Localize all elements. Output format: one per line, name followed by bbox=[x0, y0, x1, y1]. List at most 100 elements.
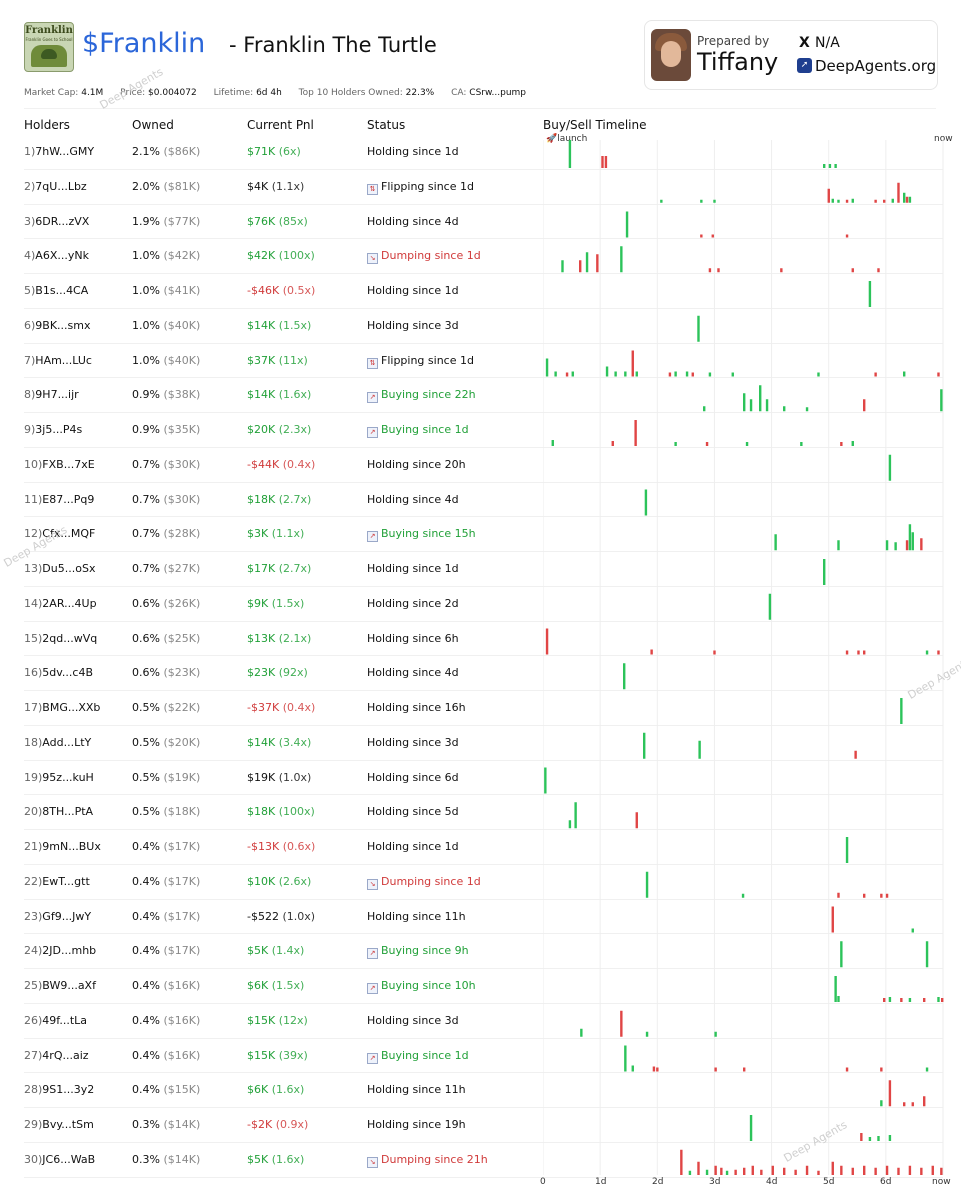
table-row[interactable]: 27)4rQ...aiz 0.4% ($16K) $15K (39x) ↗ Buying… bbox=[24, 1039, 543, 1073]
table-row[interactable]: 2)7qU...Lbz 2.0% ($81K) $4K (1.1x) ⇅ Flippin… bbox=[24, 170, 543, 204]
holder-cell[interactable]: 26)49f...tLa bbox=[24, 1014, 87, 1027]
holder-cell[interactable]: 2)7qU...Lbz bbox=[24, 180, 87, 193]
holder-cell[interactable]: 1)7hW...GMY bbox=[24, 145, 94, 158]
holder-cell[interactable]: 21)9mN...BUx bbox=[24, 840, 101, 853]
table-row[interactable]: 25)BW9...aXf 0.4% ($16K) $6K (1.5x) ↗ Buying… bbox=[24, 969, 543, 1003]
table-row[interactable]: 14)2AR...4Up 0.6% ($26K) $9K (1.5x) Holding… bbox=[24, 587, 543, 621]
table-row[interactable]: 5)B1s...4CA 1.0% ($41K) -$46K (0.5x) Holdin… bbox=[24, 274, 543, 308]
holder-cell[interactable]: 27)4rQ...aiz bbox=[24, 1049, 89, 1062]
holder-cell[interactable]: 29)Bvy...tSm bbox=[24, 1118, 94, 1131]
holder-rank: 27) bbox=[24, 1048, 43, 1062]
table-row[interactable]: 12)Cfx...MQF 0.7% ($28K) $3K (1.1x) ↗ Buying… bbox=[24, 517, 543, 551]
holder-address[interactable]: 9mN...BUx bbox=[42, 840, 101, 853]
holder-address[interactable]: Bvy...tSm bbox=[42, 1118, 94, 1131]
holder-address[interactable]: JC6...WaB bbox=[42, 1152, 96, 1166]
holder-cell[interactable]: 6)9BK...smx bbox=[24, 319, 91, 332]
ca-value[interactable]: CSrw...pump bbox=[469, 88, 527, 98]
holder-address[interactable]: Du5...oSx bbox=[42, 562, 96, 575]
holder-address[interactable]: E87...Pq9 bbox=[42, 492, 95, 506]
holder-address[interactable]: 7qU...Lbz bbox=[35, 179, 87, 193]
holder-cell[interactable]: 18)Add...LtY bbox=[24, 736, 91, 749]
holder-address[interactable]: BMG...XXb bbox=[42, 701, 101, 714]
buy-bar bbox=[585, 252, 589, 273]
x-handle[interactable]: N/A bbox=[815, 35, 840, 51]
table-row[interactable]: 21)9mN...BUx 0.4% ($17K) -$13K (0.6x) Holdi… bbox=[24, 830, 543, 864]
holder-address[interactable]: 9H7...ijr bbox=[35, 388, 79, 402]
holder-address[interactable]: 4rQ...aiz bbox=[42, 1048, 89, 1062]
table-row[interactable]: 19)95z...kuH 0.5% ($19K) $19K (1.0x) Holdin… bbox=[24, 761, 543, 795]
holder-cell[interactable]: 15)2qd...wVq bbox=[24, 632, 97, 645]
holder-address[interactable]: FXB...7xE bbox=[42, 457, 95, 471]
pnl-cell: $19K (1.0x) bbox=[247, 771, 311, 784]
holder-cell[interactable]: 3)6DR...zVX bbox=[24, 215, 89, 228]
holder-address[interactable]: A6X...yNk bbox=[35, 249, 89, 263]
holder-address[interactable]: Gf9...JwY bbox=[42, 909, 92, 923]
holder-cell[interactable]: 24)2JD...mhb bbox=[24, 944, 96, 957]
status-cell: Holding since 5d bbox=[367, 805, 459, 818]
holder-address[interactable]: 9S1...3y2 bbox=[42, 1083, 95, 1097]
holder-address[interactable]: 7hW...GMY bbox=[35, 145, 95, 158]
table-row[interactable]: 15)2qd...wVq 0.6% ($25K) $13K (2.1x) Holdin… bbox=[24, 622, 543, 656]
holder-cell[interactable]: 5)B1s...4CA bbox=[24, 284, 88, 297]
table-row[interactable]: 24)2JD...mhb 0.4% ($17K) $5K (1.4x) ↗ Buying… bbox=[24, 934, 543, 968]
table-row[interactable]: 1)7hW...GMY 2.1% ($86K) $71K (6x) Holding s… bbox=[24, 135, 543, 169]
holder-address[interactable]: 8TH...PtA bbox=[42, 805, 94, 819]
holder-cell[interactable]: 11)E87...Pq9 bbox=[24, 493, 94, 506]
holder-cell[interactable]: 19)95z...kuH bbox=[24, 771, 94, 784]
holder-cell[interactable]: 16)5dv...c4B bbox=[24, 666, 93, 679]
table-row[interactable]: 20)8TH...PtA 0.5% ($18K) $18K (100x) Holdin… bbox=[24, 795, 543, 829]
table-row[interactable]: 13)Du5...oSx 0.7% ($27K) $17K (2.7x) Holdin… bbox=[24, 552, 543, 586]
table-row[interactable]: 23)Gf9...JwY 0.4% ($17K) -$522 (1.0x) Holdi… bbox=[24, 900, 543, 934]
table-row[interactable]: 11)E87...Pq9 0.7% ($30K) $18K (2.7x) Holdin… bbox=[24, 483, 543, 517]
holder-cell[interactable]: 20)8TH...PtA bbox=[24, 805, 93, 818]
table-row[interactable]: 10)FXB...7xE 0.7% ($30K) -$44K (0.4x) Holdi… bbox=[24, 448, 543, 482]
holder-cell[interactable]: 12)Cfx...MQF bbox=[24, 527, 95, 540]
holder-cell[interactable]: 10)FXB...7xE bbox=[24, 458, 95, 471]
holder-address[interactable]: 3j5...P4s bbox=[35, 423, 83, 436]
holder-cell[interactable]: 13)Du5...oSx bbox=[24, 562, 95, 575]
holder-address[interactable]: 5dv...c4B bbox=[42, 666, 94, 680]
holder-address[interactable]: 9BK...smx bbox=[35, 318, 91, 332]
table-row[interactable]: 17)BMG...XXb 0.5% ($22K) -$37K (0.4x) Holdi… bbox=[24, 691, 543, 725]
holder-cell[interactable]: 17)BMG...XXb bbox=[24, 701, 100, 714]
buy-bar bbox=[551, 440, 554, 446]
holder-cell[interactable]: 8)9H7...ijr bbox=[24, 388, 79, 401]
table-row[interactable]: 26)49f...tLa 0.4% ($16K) $15K (12x) Holding… bbox=[24, 1004, 543, 1038]
table-row[interactable]: 18)Add...LtY 0.5% ($20K) $14K (3.4x) Holdin… bbox=[24, 726, 543, 760]
table-row[interactable]: 22)EwT...gtt 0.4% ($17K) $10K (2.6x) ↘ Dumpi… bbox=[24, 865, 543, 899]
holder-cell[interactable]: 4)A6X...yNk bbox=[24, 249, 89, 262]
deepagents-link[interactable]: DeepAgents.org bbox=[815, 57, 937, 75]
table-row[interactable]: 3)6DR...zVX 1.9% ($77K) $76K (85x) Holding … bbox=[24, 205, 543, 239]
holder-address[interactable]: 6DR...zVX bbox=[35, 214, 90, 228]
table-row[interactable]: 4)A6X...yNk 1.0% ($42K) $42K (100x) ↘ Dumpin… bbox=[24, 239, 543, 273]
holder-address[interactable]: 2JD...mhb bbox=[42, 944, 97, 958]
holder-cell[interactable]: 7)HAm...LUc bbox=[24, 354, 92, 367]
table-row[interactable]: 29)Bvy...tSm 0.3% ($14K) -$2K (0.9x) Holdin… bbox=[24, 1108, 543, 1142]
holder-cell[interactable]: 28)9S1...3y2 bbox=[24, 1083, 94, 1096]
holder-address[interactable]: B1s...4CA bbox=[35, 284, 89, 297]
holder-cell[interactable]: 9)3j5...P4s bbox=[24, 423, 82, 436]
holder-address[interactable]: BW9...aXf bbox=[42, 979, 96, 992]
holder-cell[interactable]: 22)EwT...gtt bbox=[24, 875, 90, 888]
table-row[interactable]: 7)HAm...LUc 1.0% ($40K) $37K (11x) ⇅ Flippin… bbox=[24, 344, 543, 378]
holder-address[interactable]: Add...LtY bbox=[42, 735, 92, 749]
sell-bar bbox=[650, 649, 653, 655]
holder-cell[interactable]: 25)BW9...aXf bbox=[24, 979, 96, 992]
table-row[interactable]: 8)9H7...ijr 0.9% ($38K) $14K (1.6x) ↗ Buying… bbox=[24, 378, 543, 412]
holder-address[interactable]: 2qd...wVq bbox=[42, 631, 98, 645]
holder-address[interactable]: 2AR...4Up bbox=[42, 596, 97, 610]
table-row[interactable]: 28)9S1...3y2 0.4% ($15K) $6K (1.6x) Holding… bbox=[24, 1073, 543, 1107]
holder-address[interactable]: 95z...kuH bbox=[42, 770, 94, 784]
holder-cell[interactable]: 14)2AR...4Up bbox=[24, 597, 97, 610]
holder-cell[interactable]: 23)Gf9...JwY bbox=[24, 910, 91, 923]
holder-address[interactable]: HAm...LUc bbox=[35, 353, 92, 367]
holder-cell[interactable]: 30)JC6...WaB bbox=[24, 1153, 95, 1166]
table-row[interactable]: 16)5dv...c4B 0.6% ($23K) $23K (92x) Holding… bbox=[24, 656, 543, 690]
table-row[interactable]: 30)JC6...WaB 0.3% ($14K) $5K (1.6x) ↘ Dumpin… bbox=[24, 1143, 543, 1177]
table-row[interactable]: 6)9BK...smx 1.0% ($40K) $14K (1.5x) Holding… bbox=[24, 309, 543, 343]
holder-address[interactable]: Cfx...MQF bbox=[42, 527, 96, 541]
sell-bar bbox=[840, 1165, 843, 1175]
table-row[interactable]: 9)3j5...P4s 0.9% ($35K) $20K (2.3x) ↗ Buying… bbox=[24, 413, 543, 447]
holder-address[interactable]: 49f...tLa bbox=[42, 1013, 88, 1027]
holder-address[interactable]: EwT...gtt bbox=[42, 874, 90, 888]
